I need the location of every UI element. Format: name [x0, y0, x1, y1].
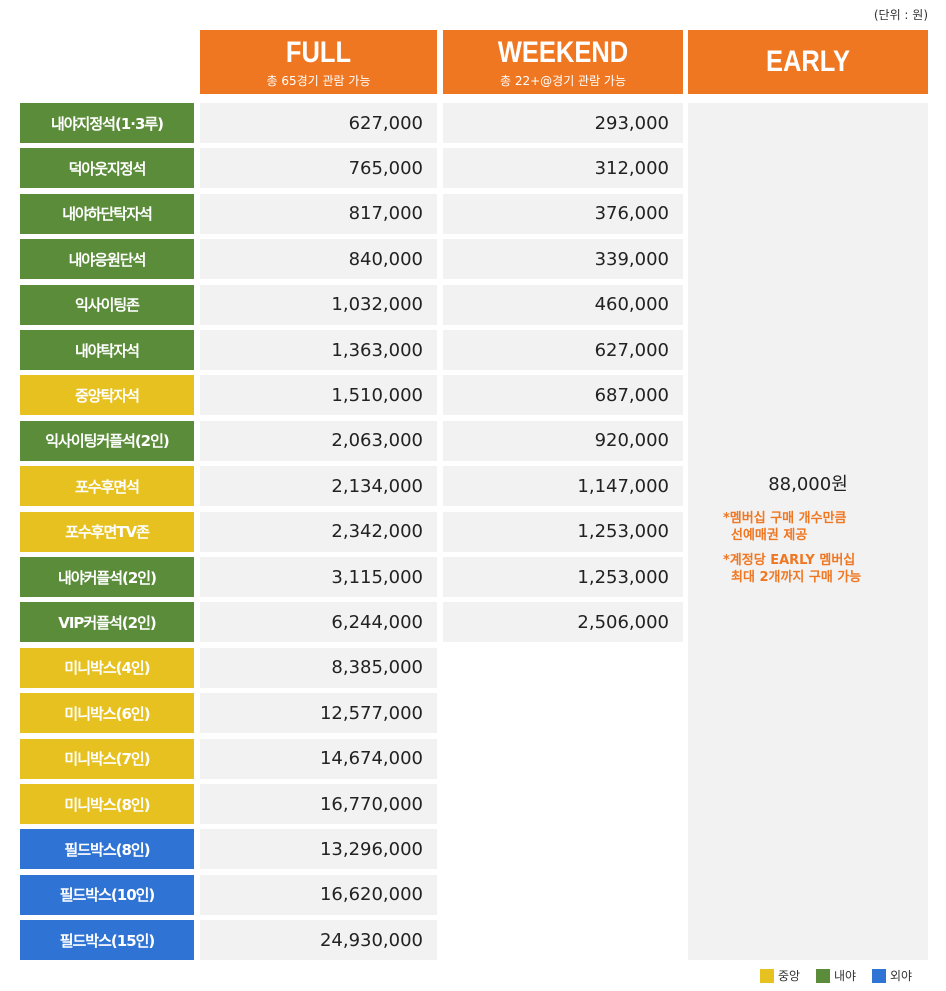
column-header: FULL 총 65경기 관람 가능: [200, 30, 437, 94]
full-price: 2,342,000: [200, 511, 437, 552]
unit: (단위 : 원): [873, 8, 928, 22]
weekend-price: 687,000: [443, 375, 683, 416]
column-header: EARLY: [688, 30, 928, 94]
seat-label: 익사이팅존: [20, 284, 194, 325]
weekend-price: 339,000: [443, 239, 683, 280]
legend-label: 외야: [890, 969, 913, 983]
weekend-price: 460,000: [443, 284, 683, 325]
seat-label: 필드박스(15인): [20, 920, 194, 961]
seat-label: VIP커플석(2인): [20, 602, 194, 643]
full-price: 1,510,000: [200, 375, 437, 416]
full-price: 627,000: [200, 103, 437, 143]
full-price: 1,032,000: [200, 284, 437, 325]
full-price: 6,244,000: [200, 602, 437, 643]
full-price: 2,134,000: [200, 466, 437, 507]
full-price: 840,000: [200, 239, 437, 280]
full-price: 8,385,000: [200, 647, 437, 688]
seat-label: 포수후면석: [20, 466, 194, 507]
legend-swatch: [816, 969, 830, 983]
column-title: FULL: [285, 35, 352, 69]
full-price: 24,930,000: [200, 920, 437, 961]
column-title: EARLY: [765, 45, 851, 78]
legend-swatch: [872, 969, 886, 983]
full-price: 2,063,000: [200, 420, 437, 461]
seat-label: 포수후면TV존: [20, 511, 194, 552]
note-line: 최대 2개까지 구매 가능: [731, 569, 862, 585]
full-price: 765,000: [200, 148, 437, 189]
full-price: 13,296,000: [200, 829, 437, 870]
seat-label: 미니박스(4인): [20, 647, 194, 688]
weekend-price: 312,000: [443, 148, 683, 189]
seat-label: 중앙탁자석: [20, 375, 194, 416]
weekend-price: 1,253,000: [443, 511, 683, 552]
full-price: 1,363,000: [200, 330, 437, 370]
weekend-price: 293,000: [443, 103, 683, 143]
seat-label: 미니박스(6인): [20, 693, 194, 734]
seat-label: 내야지정석(1·3루): [20, 103, 194, 143]
note-line: *멤버십 구매 개수만큼: [723, 510, 847, 526]
full-price: 817,000: [200, 193, 437, 234]
weekend-price: 2,506,000: [443, 602, 683, 643]
seat-label: 필드박스(10인): [20, 874, 194, 915]
seat-label: 미니박스(8인): [20, 784, 194, 824]
seat-label: 내야하단탁자석: [20, 193, 194, 234]
seat-label: 내야커플석(2인): [20, 557, 194, 597]
note-line: 선예매권 제공: [731, 527, 808, 543]
seat-label: 필드박스(8인): [20, 829, 194, 870]
full-price: 14,674,000: [200, 738, 437, 779]
column-title: WEEKEND: [497, 35, 629, 69]
note-line: *계정당 EARLY 멤버십: [723, 552, 856, 568]
full-price: 16,620,000: [200, 874, 437, 915]
weekend-price: 920,000: [443, 420, 683, 461]
seat-label: 익사이팅커플석(2인): [20, 420, 194, 461]
full-price: 3,115,000: [200, 557, 437, 597]
full-price: 16,770,000: [200, 784, 437, 824]
seat-label: 내야탁자석: [20, 330, 194, 370]
column-subtitle: 총 22+@경기 관람 가능: [499, 73, 627, 88]
early-note: *멤버십 구매 개수만큼 선예매권 제공: [723, 510, 893, 544]
seat-label: 미니박스(7인): [20, 738, 194, 779]
legend-swatch: [760, 969, 774, 983]
column-header: WEEKEND 총 22+@경기 관람 가능: [443, 30, 683, 94]
early-cell: 88,000원 *멤버십 구매 개수만큼 선예매권 제공 *계정당 EARLY 멤버십…: [688, 103, 928, 961]
weekend-price: 627,000: [443, 330, 683, 370]
legend-label: 내야: [834, 969, 857, 983]
legend-label: 중앙: [778, 969, 801, 983]
weekend-price: 1,253,000: [443, 557, 683, 597]
weekend-price: 376,000: [443, 193, 683, 234]
full-price: 12,577,000: [200, 693, 437, 734]
column-subtitle: 총 65경기 관람 가능: [266, 73, 371, 88]
early-price: 88,000원: [768, 473, 848, 495]
early-note: *계정당 EARLY 멤버십 최대 2개까지 구매 가능: [723, 552, 893, 586]
seat-label: 내야응원단석: [20, 239, 194, 280]
seat-label: 덕아웃지정석: [20, 148, 194, 189]
weekend-price: 1,147,000: [443, 466, 683, 507]
